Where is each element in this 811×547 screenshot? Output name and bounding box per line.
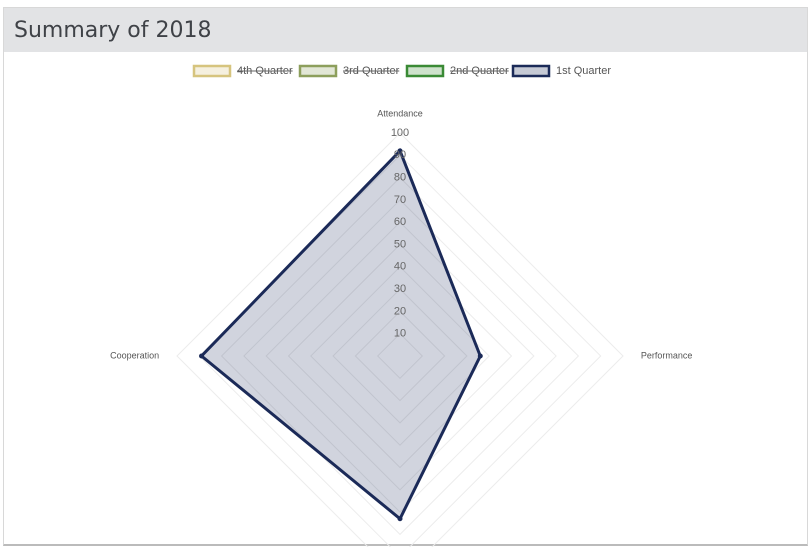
data-point bbox=[477, 353, 483, 359]
data-point bbox=[397, 148, 403, 154]
grid-ring bbox=[310, 266, 490, 446]
legend-swatch bbox=[298, 64, 338, 78]
series-area bbox=[199, 148, 482, 522]
grid-ring bbox=[332, 288, 468, 424]
r-tick-label: 100 bbox=[391, 127, 409, 139]
panel-title: Summary of 2018 bbox=[14, 18, 212, 43]
legend-swatch bbox=[192, 64, 232, 78]
legend-swatch bbox=[511, 64, 551, 78]
r-tick-label: 40 bbox=[394, 261, 406, 273]
grid-ring bbox=[287, 243, 513, 469]
grid-ring bbox=[354, 310, 446, 402]
panel: Summary of 2018 bbox=[3, 7, 808, 546]
grid-ring bbox=[265, 221, 535, 491]
r-tick-label: 50 bbox=[394, 238, 406, 250]
category-label: Performance bbox=[641, 350, 693, 360]
r-tick-label: 10 bbox=[394, 328, 406, 340]
category-label: Attendance bbox=[377, 109, 423, 119]
category-label: Cooperation bbox=[110, 350, 159, 360]
r-tick-label: 30 bbox=[394, 283, 406, 295]
data-point bbox=[199, 353, 205, 359]
grid-ring bbox=[376, 332, 424, 380]
grid-ring bbox=[176, 132, 624, 547]
legend-swatch bbox=[405, 64, 445, 78]
panel-header: Summary of 2018 bbox=[4, 8, 807, 52]
data-point bbox=[397, 516, 403, 522]
r-tick-label: 90 bbox=[394, 149, 406, 161]
r-tick-label: 20 bbox=[394, 305, 406, 317]
r-tick-label: 60 bbox=[394, 216, 406, 228]
r-tick-label: 80 bbox=[394, 172, 406, 184]
grid-ring bbox=[220, 176, 580, 536]
r-tick-label: 70 bbox=[394, 194, 406, 206]
grid-ring bbox=[243, 199, 557, 513]
legend-label[interactable]: 1st Quarter bbox=[556, 65, 611, 77]
